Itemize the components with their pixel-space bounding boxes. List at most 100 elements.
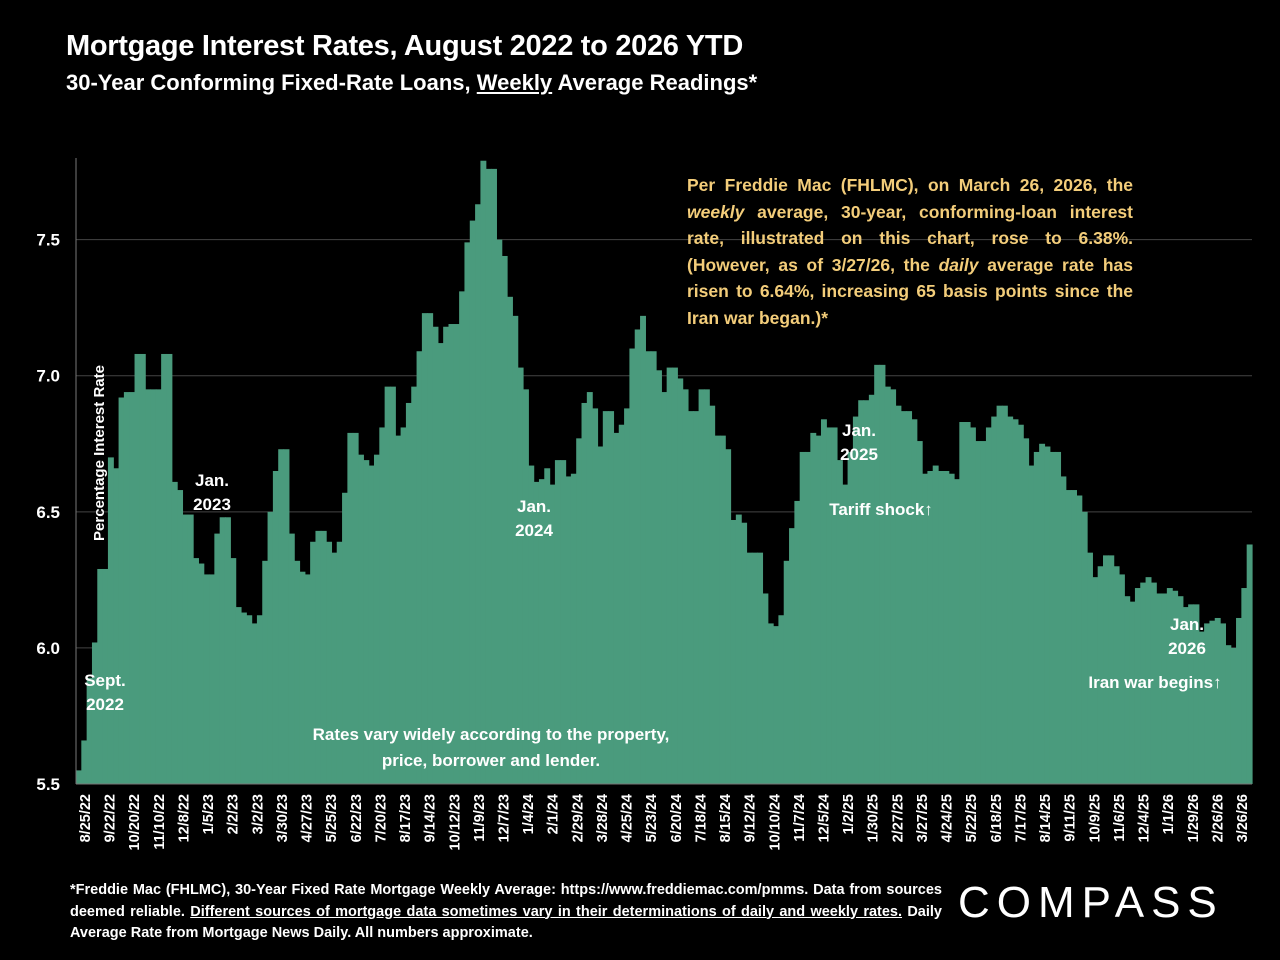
bar	[815, 435, 822, 784]
bar	[1044, 446, 1051, 784]
bar	[554, 460, 561, 784]
bar	[890, 389, 897, 784]
bar	[1039, 443, 1046, 784]
bar	[581, 402, 588, 784]
x-tick-label: 8/15/24	[718, 794, 734, 842]
x-tick-label: 9/11/25	[1063, 794, 1079, 842]
note-text-1: Per Freddie Mac (FHLMC), on March 26, 20…	[687, 175, 1133, 195]
bar	[868, 394, 875, 784]
annotation-jan-2025: 2025	[840, 445, 878, 464]
bar	[906, 411, 913, 784]
bar	[1108, 555, 1115, 784]
bar	[331, 552, 338, 784]
x-tick-label: 12/4/25	[1137, 794, 1153, 842]
annotation-rates-vary: price, borrower and lender.	[382, 751, 600, 770]
bar	[304, 574, 311, 784]
x-tick-label: 11/9/23	[472, 794, 488, 842]
note-text-3: average rate has risen to 6.64%, increas…	[687, 254, 1133, 328]
bar	[76, 770, 82, 784]
bar	[916, 441, 923, 784]
bar	[799, 451, 806, 784]
bar	[1236, 617, 1242, 784]
bar	[182, 514, 189, 784]
bar	[746, 552, 753, 784]
bar	[139, 353, 146, 784]
y-tick-label: 6.0	[36, 639, 60, 658]
bar	[294, 560, 301, 784]
bar	[1113, 566, 1120, 784]
bar	[230, 558, 237, 784]
bar	[459, 291, 466, 784]
bar	[927, 471, 934, 784]
x-tick-labels: 8/25/22 9/22/22 10/20/22 11/10/22 12/8/22 1/5…	[78, 794, 1251, 850]
bar	[847, 451, 854, 784]
x-tick-label: 6/20/24	[669, 794, 685, 842]
bar	[980, 441, 987, 784]
bar	[464, 242, 471, 785]
bar	[932, 465, 939, 784]
x-tick-label: 11/10/22	[152, 794, 168, 850]
bar	[597, 446, 604, 784]
y-axis-label: Percentage Interest Rate	[91, 365, 108, 541]
bar	[416, 351, 423, 784]
annotation-jan-2026: 2026	[1168, 639, 1206, 658]
bar	[198, 563, 205, 784]
bar	[315, 530, 322, 784]
bar	[1140, 582, 1147, 784]
bar	[719, 435, 726, 784]
bar	[762, 593, 769, 784]
annotation-jan-2024: 2024	[515, 521, 553, 540]
bar	[347, 432, 354, 784]
bar	[1012, 419, 1019, 784]
bar	[1124, 596, 1131, 784]
bar	[235, 607, 242, 784]
bar	[1204, 623, 1211, 784]
bar	[1198, 631, 1205, 784]
bar	[171, 481, 178, 784]
bar	[991, 416, 998, 784]
bar	[145, 389, 152, 784]
bar	[97, 568, 104, 784]
footnote-underlined: Different sources of mortgage data somet…	[190, 903, 903, 920]
bar	[501, 255, 508, 784]
bar	[640, 315, 646, 784]
bar	[725, 449, 732, 784]
bar	[113, 468, 120, 784]
bar	[1087, 552, 1093, 784]
bar	[1033, 451, 1040, 784]
bar	[214, 533, 221, 784]
bar	[86, 677, 93, 784]
annotation-iran-war: Iran war begins↑	[1088, 673, 1221, 692]
bar	[618, 424, 625, 784]
bar	[1188, 604, 1195, 784]
bar	[528, 465, 535, 784]
bar	[522, 389, 529, 784]
bar	[1172, 590, 1179, 784]
x-tick-label: 12/8/22	[176, 794, 192, 842]
subtitle-part2: Average Readings*	[552, 70, 758, 95]
x-tick-label: 10/10/24	[767, 794, 783, 850]
x-tick-label: 1/1/26	[1161, 794, 1177, 834]
bar	[1023, 438, 1030, 784]
bar	[517, 367, 524, 784]
bar	[874, 364, 881, 784]
x-tick-label: 1/30/25	[866, 794, 882, 842]
x-tick-label: 1/2/25	[841, 794, 857, 834]
x-tick-label: 8/17/23	[398, 794, 414, 842]
x-tick-label: 12/5/24	[817, 794, 833, 842]
bar	[1145, 577, 1152, 784]
bar	[283, 449, 290, 784]
bar	[805, 451, 811, 784]
bar	[1134, 588, 1141, 784]
x-tick-label: 7/17/25	[1013, 794, 1029, 842]
bar	[682, 389, 689, 784]
bar	[1060, 476, 1067, 784]
bar	[709, 405, 716, 784]
bar	[969, 427, 976, 784]
bar	[773, 626, 780, 784]
x-tick-label: 9/14/23	[423, 794, 439, 842]
y-tick-labels: 5.5 6.0 6.5 7.0 7.5	[36, 231, 60, 794]
bar	[443, 326, 450, 784]
bar	[1161, 593, 1168, 784]
bar	[1028, 465, 1035, 784]
